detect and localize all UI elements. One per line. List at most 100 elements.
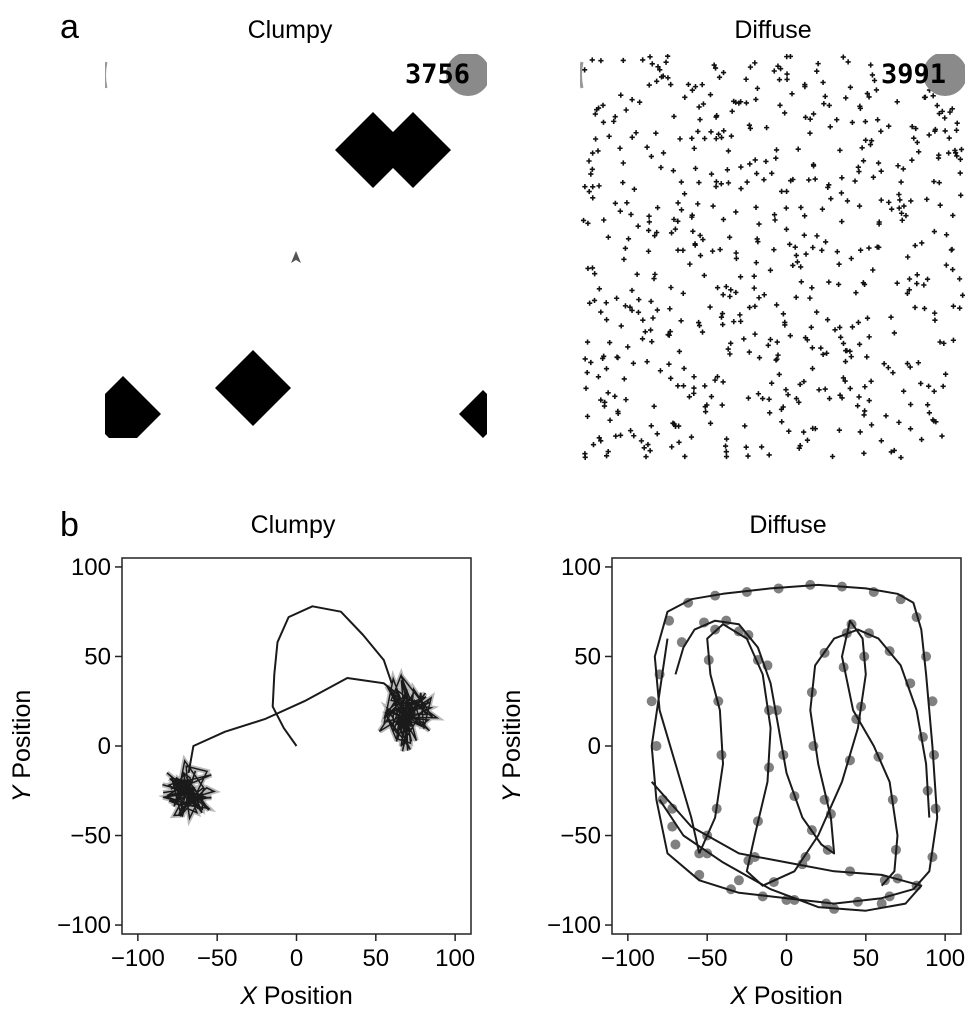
resource-item-icon	[847, 385, 853, 392]
resource-item-icon	[873, 87, 880, 93]
resource-item-icon	[669, 444, 675, 450]
resource-item-icon	[860, 158, 867, 164]
resource-item-icon	[958, 146, 965, 153]
resource-item-icon	[753, 204, 759, 210]
resource-item-icon	[819, 206, 826, 212]
resource-item-icon	[931, 388, 937, 394]
resource-item-icon	[957, 156, 964, 162]
resource-item-icon	[695, 201, 701, 207]
resource-item-icon	[849, 119, 855, 126]
resource-item-icon	[771, 212, 778, 218]
x-tick-label: 0	[780, 945, 793, 972]
resource-item-icon	[834, 117, 840, 123]
resource-item-icon	[904, 360, 911, 367]
clumpy-screen: 3756	[105, 54, 487, 438]
resource-item-icon	[668, 81, 674, 88]
resource-item-icon	[888, 314, 894, 320]
resource-item-icon	[946, 150, 952, 156]
resource-item-icon	[954, 153, 960, 159]
resource-item-icon	[950, 337, 957, 343]
resource-item-icon	[718, 314, 725, 320]
resource-item-icon	[648, 153, 654, 160]
resource-item-icon	[822, 93, 828, 99]
resource-item-icon	[776, 371, 782, 378]
resource-item-icon	[723, 436, 730, 442]
resource-item-icon	[946, 135, 952, 141]
resource-item-icon	[764, 125, 770, 131]
trajectory-point	[764, 705, 775, 716]
resource-item-icon	[941, 340, 947, 346]
resource-item-icon	[625, 236, 632, 242]
resource-item-icon	[847, 84, 854, 90]
resource-item-icon	[828, 196, 834, 202]
resource-item-icon	[842, 358, 849, 365]
resource-item-icon	[899, 217, 905, 223]
resource-item-icon	[937, 202, 943, 208]
resource-item-icon	[654, 229, 660, 236]
resource-item-icon	[825, 317, 831, 323]
resource-item-icon	[607, 340, 613, 346]
resource-item-icon	[720, 379, 726, 385]
resource-item-icon	[890, 370, 896, 376]
resource-item-icon	[622, 245, 628, 251]
trajectory-point	[694, 848, 705, 859]
resource-item-icon	[582, 356, 588, 362]
resource-item-icon	[712, 65, 719, 71]
resource-item-icon	[651, 403, 657, 409]
trajectory-line-3	[650, 781, 923, 912]
resource-item-icon	[924, 196, 930, 202]
resource-item-icon	[733, 250, 739, 256]
resource-item-icon	[751, 285, 757, 291]
resource-item-icon	[708, 171, 715, 177]
resource-item-icon	[629, 134, 635, 140]
resource-item-icon	[629, 287, 635, 294]
resource-item-icon	[653, 130, 659, 136]
diffuse-screen: 3991	[580, 54, 965, 460]
resource-item-icon	[747, 64, 754, 70]
resource-item-icon	[667, 306, 673, 312]
resource-item-icon	[755, 391, 762, 397]
resource-item-icon	[856, 394, 862, 400]
resource-item-icon	[584, 413, 591, 419]
resource-item-icon	[914, 272, 920, 278]
resource-item-icon	[806, 177, 812, 183]
resource-item-icon	[642, 329, 648, 335]
resource-item-icon	[855, 403, 861, 409]
resource-item-icon	[623, 397, 629, 403]
resource-item-icon	[603, 300, 609, 306]
resource-item-icon	[617, 145, 623, 151]
resource-item-icon	[924, 276, 931, 282]
resource-item-icon	[914, 139, 920, 146]
resource-item-icon	[845, 59, 851, 65]
resource-item-icon	[901, 388, 907, 394]
resource-item-icon	[793, 395, 800, 402]
resource-item-icon	[886, 199, 892, 205]
x-tick-label: 50	[362, 945, 389, 972]
resource-item-icon	[588, 171, 594, 177]
resource-item-icon	[605, 390, 611, 396]
resource-item-icon	[738, 318, 744, 324]
trajectory-plot-diffuse: −100 −50 0 50 100 −100 −50 0 50 100 X Position Y Po…	[498, 554, 965, 1010]
resource-item-icon	[809, 345, 815, 351]
resource-item-icon	[905, 254, 911, 260]
resource-item-icon	[668, 230, 675, 236]
resource-item-icon	[692, 241, 698, 247]
resource-item-icon	[896, 419, 902, 425]
resource-item-icon	[815, 61, 821, 67]
resource-item-icon	[849, 324, 856, 330]
resource-item-icon	[931, 418, 937, 424]
resource-item-icon	[720, 292, 726, 298]
resource-item-icon	[868, 62, 874, 68]
resource-item-icon	[789, 91, 795, 97]
resource-item-icon	[796, 399, 802, 405]
resource-item-icon	[666, 361, 672, 367]
resource-item-icon	[801, 378, 807, 385]
y-tick-label: 100	[71, 554, 111, 581]
resource-item-icon	[607, 417, 613, 423]
resource-item-icon	[802, 335, 809, 341]
resource-item-icon	[605, 234, 611, 240]
resource-item-icon	[820, 351, 826, 358]
resource-item-icon	[958, 192, 964, 198]
resource-item-icon	[665, 54, 671, 59]
resource-item-icon	[713, 183, 719, 190]
